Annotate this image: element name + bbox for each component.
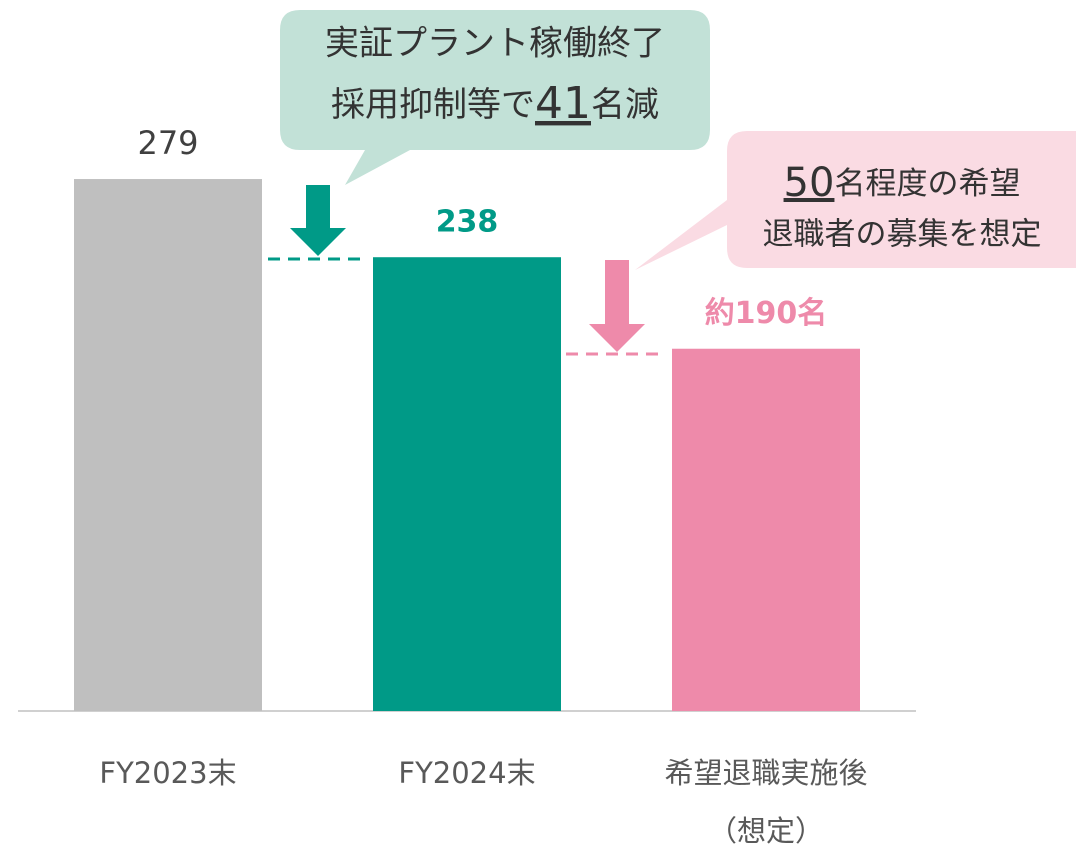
x-tick-label: FY2024末 xyxy=(398,756,535,790)
value-label: 約190名 xyxy=(705,296,828,331)
bar xyxy=(672,348,860,711)
callout-text: 採用抑制等で xyxy=(331,85,535,125)
arrow xyxy=(589,260,645,352)
x-tick-label: 希望退職実施後 （想定） xyxy=(664,756,867,848)
x-tick-label-line: 希望退職実施後 xyxy=(664,756,867,790)
callout-text: 実証プラント稼働終了 xyxy=(325,24,665,64)
bar xyxy=(373,257,561,711)
callout-text: 採用抑制等で41名減 xyxy=(331,78,659,129)
callout-box xyxy=(635,131,1076,270)
callout-number: 41 xyxy=(535,78,591,129)
callout-number: 50 xyxy=(784,160,835,206)
value-label: 238 xyxy=(436,205,499,240)
x-tick-label-line: （想定） xyxy=(708,814,824,848)
callout-text: 退職者の募集を想定 xyxy=(763,217,1042,253)
callout-text: 名程度の希望 xyxy=(834,166,1020,202)
callout-text: 50名程度の希望 xyxy=(784,160,1021,206)
arrow xyxy=(290,185,346,256)
callout-box xyxy=(280,10,710,185)
x-tick-label: FY2023末 xyxy=(99,756,236,790)
callout-text: 名減 xyxy=(591,85,659,125)
value-label: 279 xyxy=(137,124,198,162)
bar xyxy=(74,179,262,712)
